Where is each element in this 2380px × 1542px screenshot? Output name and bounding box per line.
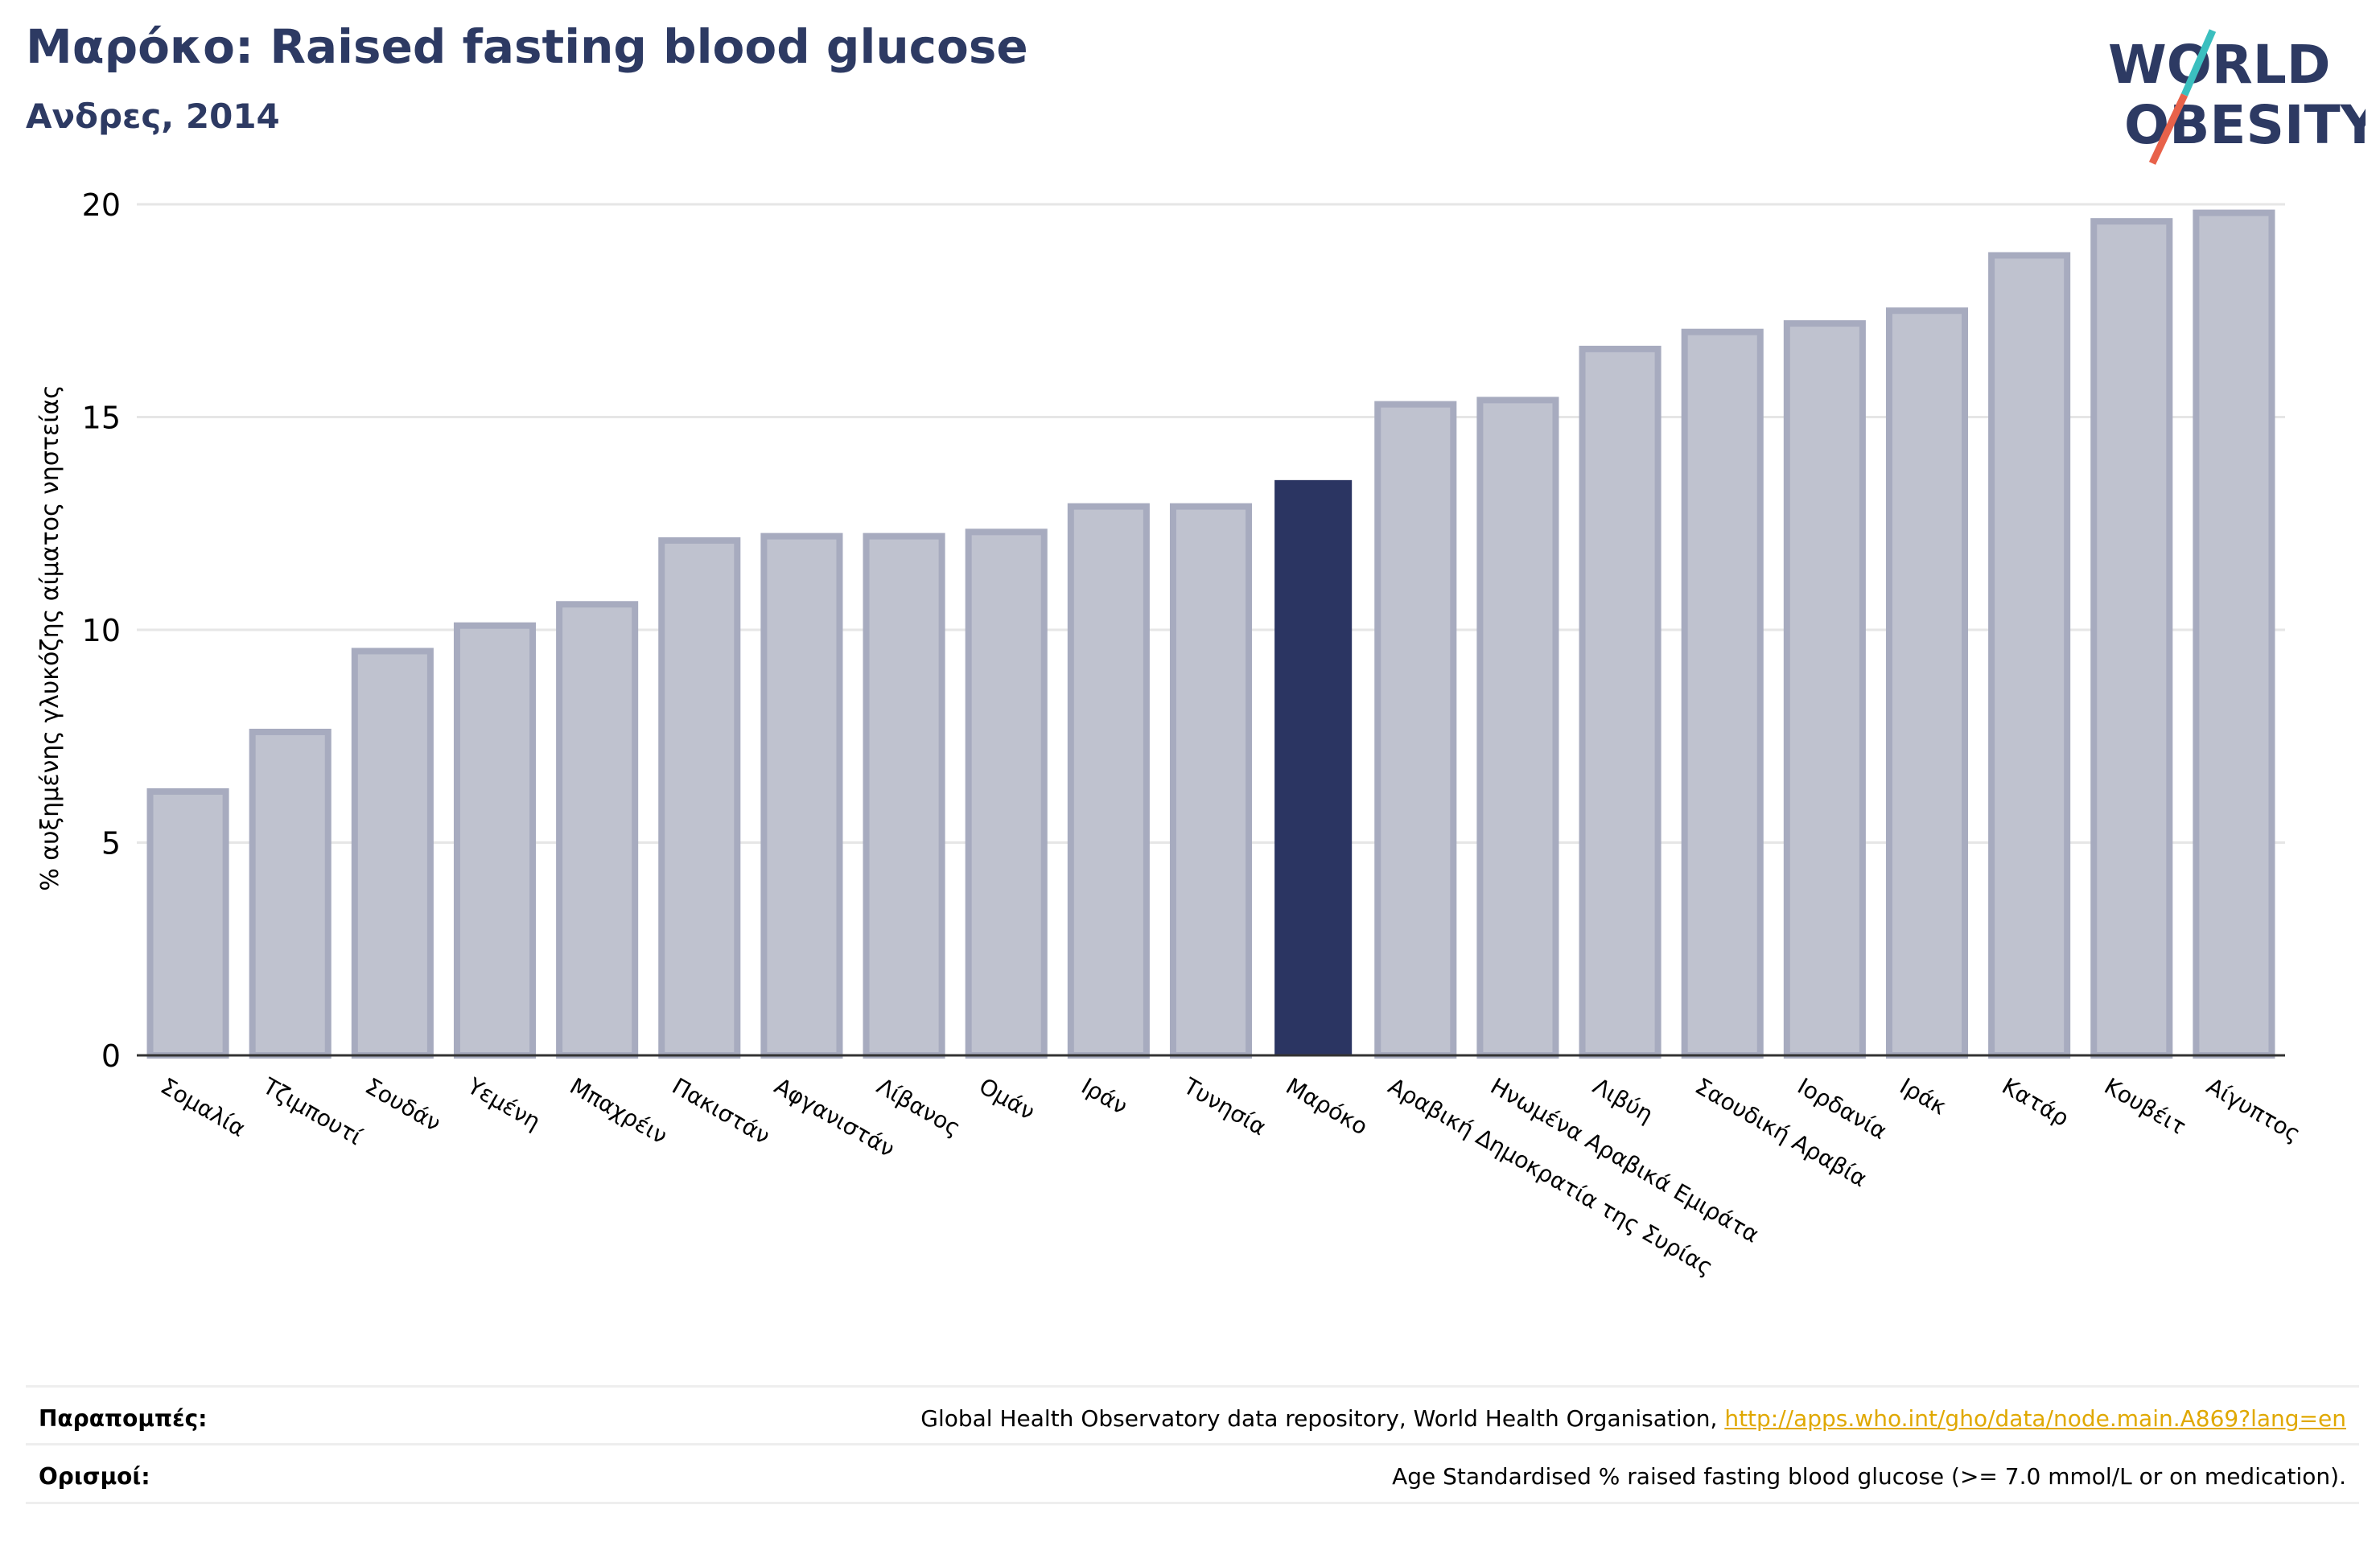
definitions-text: Age Standardised % raised fasting blood … [1392, 1463, 2346, 1490]
bar [556, 601, 639, 1059]
x-tick-label: Λιβύη [1588, 1072, 1657, 1128]
references-row: Παραπομπές: Global Health Observatory da… [26, 1385, 2359, 1444]
x-tick-label: Τυνησία [1179, 1072, 1271, 1141]
bar [965, 528, 1048, 1059]
chart-subtitle: Ανδρες, 2014 [26, 97, 280, 136]
bar [1274, 479, 1353, 1056]
x-tick-label: Πακιστάν [668, 1072, 775, 1149]
x-tick-label: Σομαλία [156, 1072, 250, 1141]
bar [2193, 209, 2275, 1059]
logo-slash-top [2180, 29, 2217, 97]
bar [863, 533, 945, 1059]
bar [658, 537, 741, 1059]
references-value: Global Health Observatory data repositor… [920, 1405, 2346, 1432]
y-tick-label: 15 [82, 401, 121, 436]
x-tick-label: Μαρόκο [1282, 1072, 1373, 1140]
y-tick-label: 5 [101, 826, 121, 861]
y-tick-label: 20 [82, 187, 121, 223]
bar [1783, 320, 1866, 1059]
x-tick-label: Κατάρ [1998, 1072, 2073, 1132]
bar [1169, 503, 1253, 1059]
chart-title: Μαρόκο: Raised fasting blood glucose [26, 19, 1028, 74]
y-axis-label: % αυξημένης γλυκόζης αίματος νηστείας [36, 384, 64, 890]
bar [760, 533, 843, 1059]
x-tick-label: Σαουδική Αραβία [1690, 1072, 1871, 1192]
bar [2090, 218, 2173, 1059]
x-tick-label: Ιράν [1077, 1072, 1132, 1120]
bar [1067, 503, 1150, 1059]
references-label: Παραπομπές: [39, 1405, 208, 1432]
logo-line1: WORLD [2108, 34, 2331, 96]
bar [146, 788, 229, 1059]
x-tick-label: Αίγυπτος [2202, 1072, 2305, 1147]
x-tick-label: Μπαχρέιν [566, 1072, 672, 1149]
x-tick-label: Σουδάν [360, 1072, 445, 1137]
bar [1681, 328, 1764, 1059]
logo-slash-bottom [2148, 93, 2189, 165]
y-tick-label: 10 [82, 613, 121, 648]
x-tick-label: Ιράκ [1896, 1072, 1951, 1120]
definitions-row: Ορισμοί: Age Standardised % raised fasti… [26, 1443, 2359, 1504]
x-tick-label: Τζιμπουτί [257, 1072, 367, 1150]
references-link[interactable]: http://apps.who.int/gho/data/node.main.A… [1724, 1405, 2346, 1432]
bar [249, 728, 331, 1059]
x-tick-label: Κουβέιτ [2100, 1072, 2191, 1140]
y-tick-label: 0 [101, 1038, 121, 1074]
x-tick-label: Υεμένη [463, 1072, 546, 1135]
world-obesity-logo: WORLD OBESITY [2108, 29, 2366, 165]
bar [1374, 401, 1457, 1059]
bar [1988, 252, 2071, 1059]
x-tick-label: Ομάν [974, 1072, 1040, 1125]
bar [1476, 397, 1559, 1059]
references-text: Global Health Observatory data repositor… [920, 1405, 1725, 1432]
bar [351, 648, 434, 1059]
bar [1579, 345, 1661, 1059]
definitions-label: Ορισμοί: [39, 1463, 150, 1490]
bar-chart: 0 5 10 15 20 % αυξημένης γλυκόζης αίματος νησ… [36, 187, 2305, 1281]
bar [1885, 307, 1969, 1059]
bar [453, 622, 537, 1059]
